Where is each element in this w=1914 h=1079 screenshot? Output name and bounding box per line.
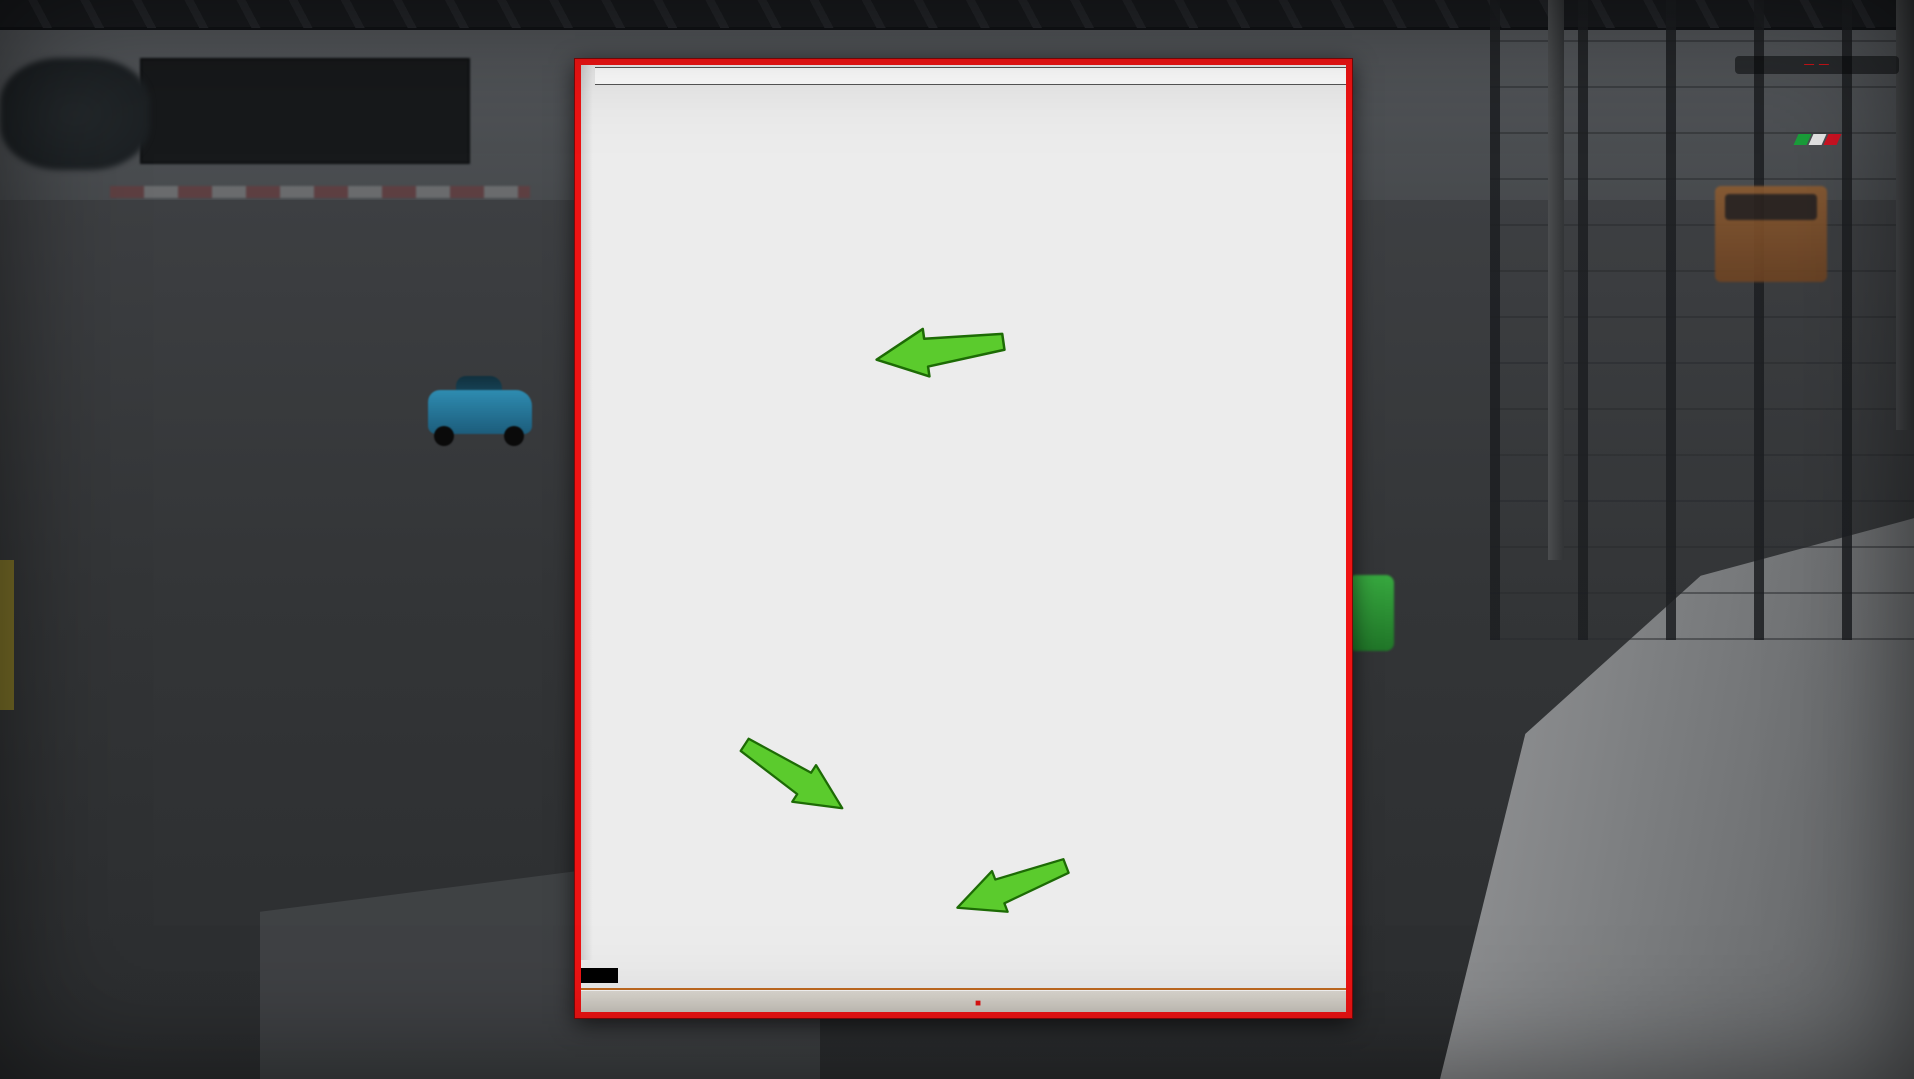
track-section-bar bbox=[595, 87, 1346, 104]
axis-ruler bbox=[620, 960, 920, 1079]
cursor-distance: ■ bbox=[975, 995, 994, 1009]
axis-separator bbox=[581, 988, 1346, 990]
annotation-arrow-entry-speed bbox=[875, 327, 1006, 378]
trackside-screen bbox=[140, 58, 470, 164]
annotation-arrow-braking bbox=[739, 737, 844, 810]
annotation-arrow-steering bbox=[956, 858, 1070, 913]
service-truck bbox=[1715, 186, 1827, 282]
fence-pole bbox=[1548, 0, 1564, 560]
telemetry-window: ■ bbox=[575, 59, 1352, 1018]
race-car bbox=[428, 372, 532, 446]
distant-barrier bbox=[110, 186, 530, 198]
status-bar: ■ bbox=[581, 990, 1346, 1012]
distance-axis bbox=[581, 960, 1346, 988]
axis-gutter bbox=[581, 65, 620, 960]
italian-flag-icon bbox=[1735, 132, 1899, 150]
green-car bbox=[1348, 575, 1394, 651]
trackside-trees bbox=[0, 58, 150, 170]
fence-pole bbox=[1896, 0, 1914, 430]
yellow-post bbox=[0, 560, 14, 710]
lap-marker-strip[interactable] bbox=[595, 67, 1346, 85]
axis-unit-box bbox=[581, 968, 618, 983]
distance-marker-icon: ■ bbox=[974, 997, 982, 1009]
brand-logo: — — bbox=[1735, 56, 1899, 150]
